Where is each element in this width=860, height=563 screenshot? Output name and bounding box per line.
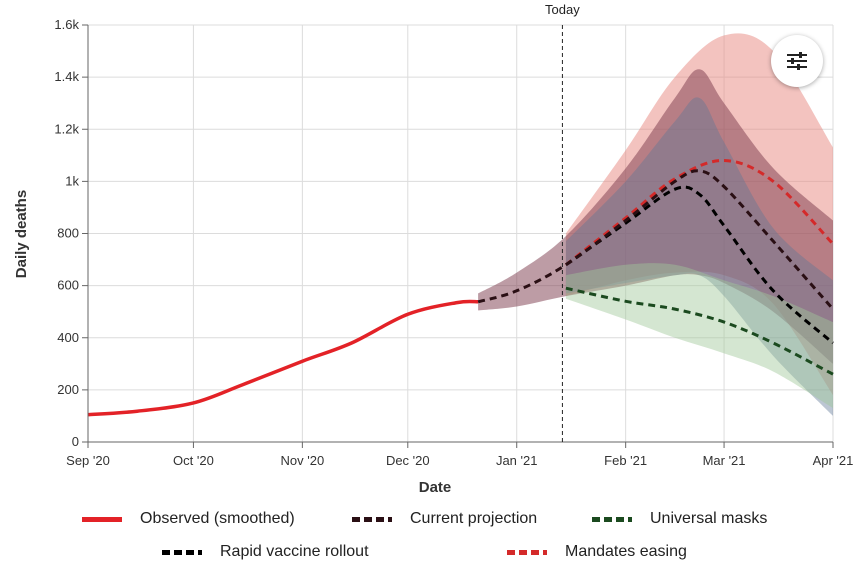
today-marker: Today	[545, 2, 580, 442]
y-tick-label: 1k	[65, 173, 79, 188]
legend-label-rapid-vaccine: Rapid vaccine rollout	[220, 543, 369, 560]
line-rapid-vaccine-rollout	[565, 185, 834, 345]
legend-item-rapid-vaccine[interactable]: Rapid vaccine rollout	[162, 543, 369, 561]
x-tick-label: Jan '21	[496, 453, 538, 468]
legend-item-observed[interactable]: Observed (smoothed)	[82, 510, 295, 528]
legend-swatch-rapid-vaccine	[162, 549, 202, 555]
y-tick-label: 800	[57, 226, 79, 241]
legend-label-current-projection: Current projection	[410, 510, 538, 527]
y-tick-label: 0	[72, 434, 79, 449]
legend-item-current-projection[interactable]: Current projection	[352, 510, 537, 528]
y-tick-label: 600	[57, 278, 79, 293]
legend-label-mandates-easing: Mandates easing	[565, 543, 687, 560]
series-lines	[87, 158, 835, 417]
y-tick-label: 1.6k	[54, 17, 79, 32]
legend-swatch-current-projection	[352, 516, 392, 522]
x-tick-label: Nov '20	[281, 453, 325, 468]
x-tick-label: Apr '21	[813, 453, 854, 468]
sliders-icon	[787, 52, 807, 70]
chart-settings-button[interactable]	[771, 35, 823, 87]
x-tick-label: Sep '20	[66, 453, 110, 468]
legend-swatch-observed	[82, 516, 122, 522]
axes: Sep '20 Oct '20 Nov '20 Dec '20 Jan '21 Feb '…	[54, 17, 853, 468]
band-current-projection	[478, 69, 833, 364]
y-axis-title: Daily deaths	[13, 190, 30, 278]
x-tick-label: Mar '21	[703, 453, 746, 468]
x-tick-label: Oct '20	[173, 453, 214, 468]
x-tick-label: Dec '20	[386, 453, 430, 468]
band-rapid-vaccine-rollout	[565, 97, 833, 416]
band-universal-masks	[565, 263, 833, 409]
uncertainty-bands	[478, 33, 833, 416]
y-tick-label: 1.2k	[54, 121, 79, 136]
legend: Observed (smoothed) Current projection U…	[0, 505, 860, 563]
today-label: Today	[545, 2, 580, 17]
y-tick-label: 200	[57, 382, 79, 397]
legend-swatch-universal-masks	[592, 516, 632, 522]
x-axis-title: Date	[419, 479, 452, 496]
y-tick-label: 400	[57, 330, 79, 345]
legend-label-universal-masks: Universal masks	[650, 510, 768, 527]
legend-label-observed: Observed (smoothed)	[140, 510, 295, 527]
legend-item-mandates-easing[interactable]: Mandates easing	[507, 543, 687, 561]
y-tick-label: 1.4k	[54, 69, 79, 84]
line-mandates-easing	[564, 158, 835, 266]
x-tick-label: Feb '21	[604, 453, 647, 468]
line-current-projection	[477, 169, 835, 311]
chart-svg: Sep '20 Oct '20 Nov '20 Dec '20 Jan '21 Feb '…	[13, 2, 853, 496]
legend-item-universal-masks[interactable]: Universal masks	[592, 510, 767, 528]
line-observed-smoothed-	[87, 299, 479, 417]
legend-swatch-mandates-easing	[507, 549, 547, 555]
